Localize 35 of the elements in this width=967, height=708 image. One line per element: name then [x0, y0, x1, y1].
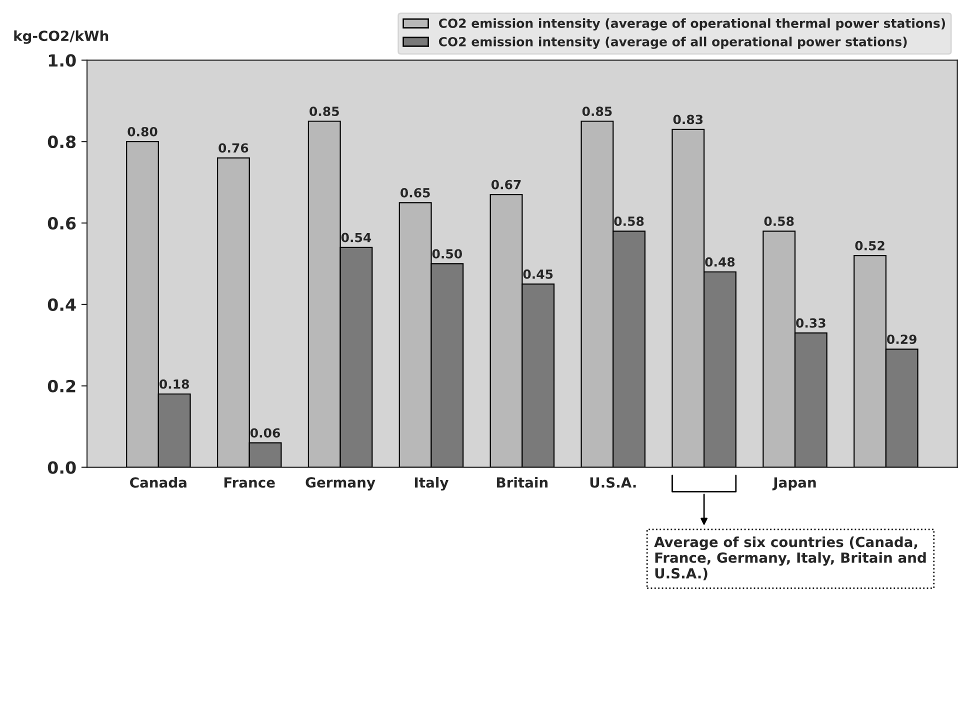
data-label: 0.52 — [855, 240, 884, 250]
data-label: 0.33 — [796, 318, 826, 328]
y-tick-label: 0.6 — [48, 216, 76, 230]
y-tick-label: 0.2 — [48, 380, 76, 392]
text: Average of six countries (Canada, France, Germany, Italy, Britain and U.S.A.) — [654, 536, 926, 580]
y-tick-label: 0.8 — [48, 136, 76, 148]
data-label: 0.83 — [673, 114, 703, 124]
x-tick-label: Germany — [306, 477, 376, 490]
data-label: 0.54 — [341, 232, 372, 242]
data-label: 0.29 — [887, 334, 916, 344]
legend-label: CO2 emission intensity (average of all operational power stations) — [438, 36, 907, 49]
data-label: 0.58 — [764, 216, 794, 226]
legend-label: CO2 emission intensity (average of operational thermal power stations) — [438, 18, 946, 30]
x-tick-label: Britain — [497, 477, 548, 488]
y-tick-label: 0.0 — [48, 461, 76, 474]
data-label: 0.67 — [491, 180, 521, 190]
data-label: 0.76 — [218, 143, 248, 153]
x-tick-label: Italy — [415, 477, 448, 491]
data-label: 0.58 — [614, 216, 644, 226]
data-label: 0.85 — [310, 106, 339, 116]
data-label: 0.80 — [128, 126, 158, 136]
y-tick-label: 0.4 — [48, 298, 76, 312]
data-label: 0.65 — [400, 188, 430, 198]
data-label: 0.85 — [582, 106, 612, 116]
x-tick-label: Canada — [130, 477, 186, 488]
data-label: 0.45 — [523, 269, 553, 279]
x-tick-label: U.S.A. — [590, 477, 636, 488]
data-label: 0.50 — [432, 249, 462, 259]
x-tick-label: France — [224, 477, 275, 488]
data-label: 0.48 — [705, 257, 735, 267]
data-label: 0.18 — [160, 379, 189, 389]
y-axis-title: kg-CO2/kWh — [14, 30, 108, 44]
data-label: 0.06 — [250, 428, 280, 438]
y-tick-label: 1.0 — [48, 54, 76, 67]
x-tick-label: Japan — [772, 477, 816, 490]
